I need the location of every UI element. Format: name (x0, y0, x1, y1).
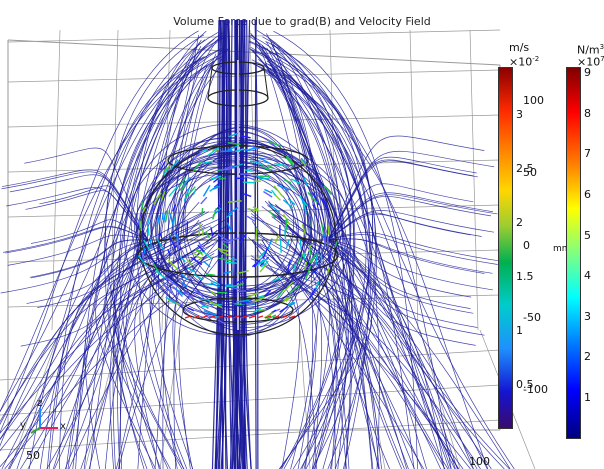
force-multiplier: ×107 (577, 55, 604, 69)
y-axis-icon (30, 427, 41, 434)
axis-unit-label: mm (553, 244, 571, 254)
velocity-unit: m/s (509, 41, 530, 54)
streamlines (0, 19, 515, 469)
force-tick-label: 9 (584, 66, 591, 79)
vertical-axis-tick-label: 0 (523, 238, 530, 252)
axis-triad (30, 408, 58, 434)
force-arrows (137, 132, 338, 325)
grid-label-50: 50 (26, 449, 40, 462)
velocity-tick-label: 1 (516, 324, 523, 337)
force-tick-label: 4 (584, 269, 591, 283)
force-tick-label: 1 (584, 391, 591, 404)
force-unit: N/m3 (577, 43, 604, 57)
vertical-axis-tick-label: -100 (523, 383, 548, 396)
triad-z-label: z (37, 398, 43, 409)
grid-label-100: 100 (469, 455, 490, 468)
triad-y-label: y (20, 420, 26, 431)
velocity-tick-label: 0.5 (516, 378, 534, 391)
velocity-tick-label: 2 (516, 216, 523, 229)
velocity-multiplier: ×10-2 (509, 55, 540, 69)
vertical-axis-tick-label: 100 (523, 94, 544, 107)
velocity-tick-label: 3 (516, 108, 523, 121)
force-tick-label: 7 (584, 147, 591, 161)
vertical-axis-tick-label: 50 (523, 166, 537, 180)
force-tick-label: 2 (584, 350, 591, 364)
force-tick-label: 6 (584, 187, 591, 201)
velocity-tick-label: 1.5 (516, 270, 534, 283)
vertical-axis-tick-label: -50 (523, 310, 541, 324)
force-colorbar (566, 67, 581, 439)
velocity-colorbar (498, 67, 513, 429)
force-tick-label: 5 (584, 228, 591, 242)
force-tick-label: 3 (584, 309, 591, 323)
velocity-tick-label: 2.5 (516, 162, 534, 175)
triad-x-label: x (60, 421, 66, 432)
force-tick-label: 8 (584, 106, 591, 120)
